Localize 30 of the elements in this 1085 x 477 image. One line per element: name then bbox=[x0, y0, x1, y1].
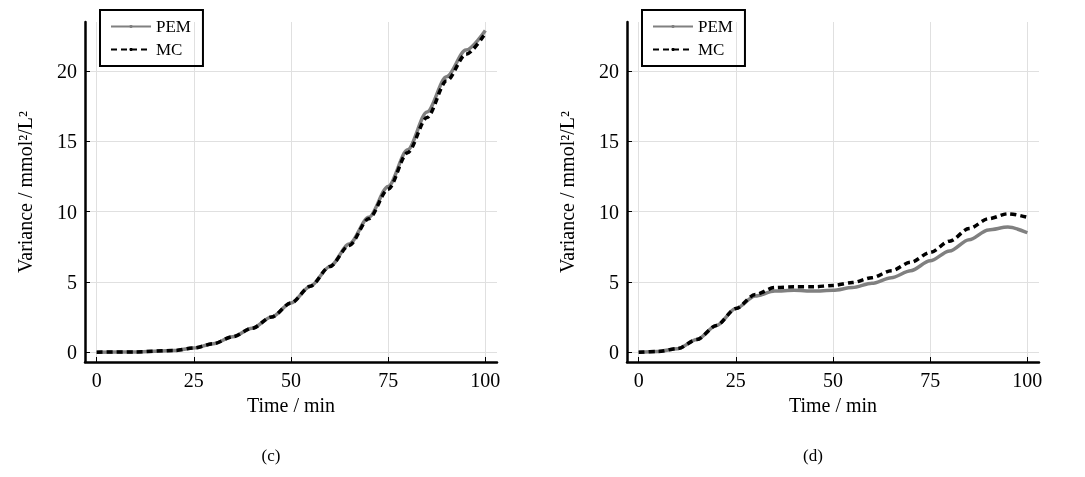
y-tick-label: 20 bbox=[57, 60, 77, 83]
x-tick-label: 100 bbox=[470, 369, 501, 391]
legend-label: MC bbox=[698, 40, 725, 59]
legend-label: PEM bbox=[698, 17, 733, 36]
y-tick-label: 0 bbox=[609, 341, 619, 364]
y-tick-label: 5 bbox=[67, 270, 77, 293]
x-tick-label: 50 bbox=[823, 369, 843, 391]
x-tick-label: 100 bbox=[1012, 369, 1043, 391]
y-tick-label: 20 bbox=[599, 60, 619, 83]
x-tick-label: 0 bbox=[633, 369, 644, 391]
y-tick-label: 5 bbox=[609, 270, 619, 293]
y-axis-title: Variance / mmol²/L² bbox=[556, 111, 578, 273]
y-tick-label: 15 bbox=[599, 130, 619, 153]
y-tick-label: 0 bbox=[67, 341, 77, 364]
x-tick-label: 75 bbox=[920, 369, 941, 391]
y-axis-title: Variance / mmol²/L² bbox=[14, 111, 36, 273]
x-axis-title: Time / min bbox=[246, 393, 336, 416]
text: (c) bbox=[261, 446, 281, 465]
x-tick-label: 75 bbox=[378, 369, 399, 391]
x-axis-title: Time / min bbox=[788, 393, 878, 416]
y-tick-label: 10 bbox=[599, 200, 619, 223]
legend-label: MC bbox=[156, 40, 183, 59]
x-tick-label: 50 bbox=[281, 369, 301, 391]
text: (d) bbox=[803, 446, 823, 465]
x-tick-label: 25 bbox=[725, 369, 746, 391]
y-tick-label: 15 bbox=[57, 130, 77, 153]
legend-label: PEM bbox=[156, 17, 191, 36]
y-tick-label: 10 bbox=[57, 200, 77, 223]
x-tick-label: 0 bbox=[91, 369, 102, 391]
x-tick-label: 25 bbox=[183, 369, 204, 391]
